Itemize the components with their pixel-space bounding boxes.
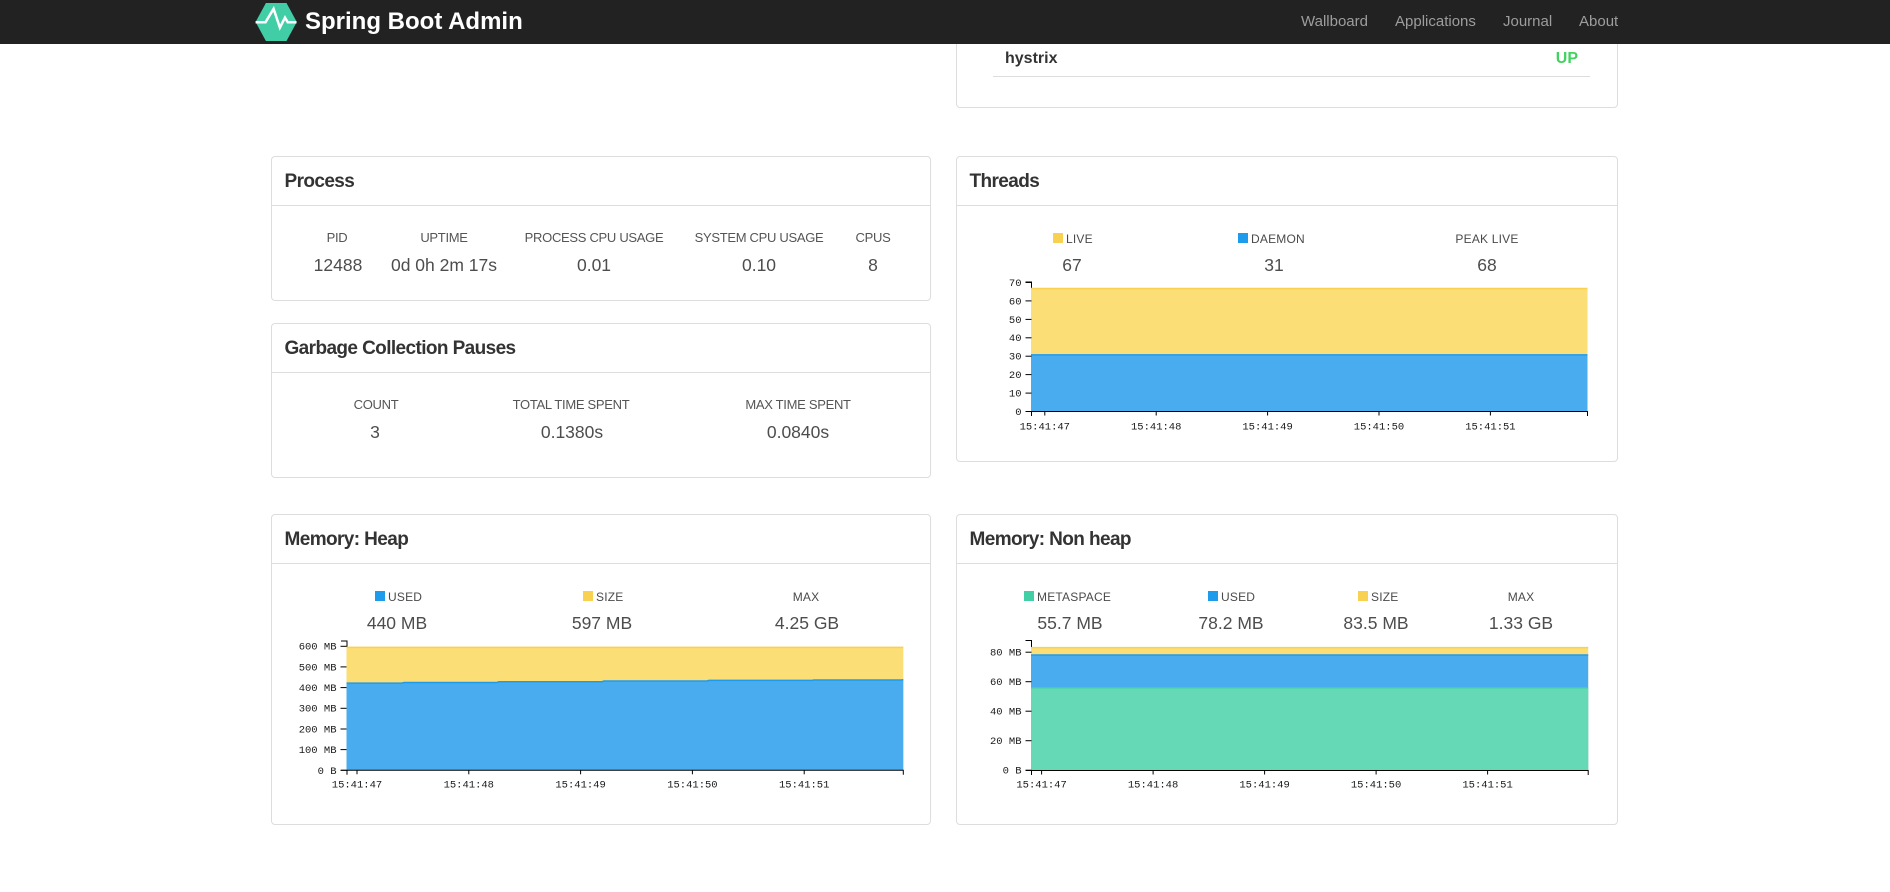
svg-text:0: 0 — [1015, 407, 1021, 419]
svg-text:15:41:47: 15:41:47 — [1016, 780, 1066, 792]
svg-text:20: 20 — [1009, 370, 1022, 382]
svg-text:300 MB: 300 MB — [299, 704, 337, 716]
svg-text:40 MB: 40 MB — [990, 707, 1022, 719]
svg-text:15:41:47: 15:41:47 — [332, 780, 382, 792]
svg-text:15:41:48: 15:41:48 — [444, 780, 494, 792]
svg-text:100 MB: 100 MB — [299, 745, 337, 757]
svg-text:15:41:49: 15:41:49 — [1239, 780, 1289, 792]
svg-text:50: 50 — [1009, 315, 1022, 327]
svg-text:15:41:51: 15:41:51 — [779, 780, 829, 792]
svg-text:15:41:48: 15:41:48 — [1131, 422, 1181, 434]
svg-text:60: 60 — [1009, 296, 1022, 308]
svg-text:70: 70 — [1009, 278, 1022, 290]
svg-text:20 MB: 20 MB — [990, 736, 1022, 748]
svg-text:15:41:48: 15:41:48 — [1128, 780, 1178, 792]
svg-text:15:41:51: 15:41:51 — [1465, 422, 1515, 434]
svg-text:60 MB: 60 MB — [990, 677, 1022, 689]
svg-text:15:41:50: 15:41:50 — [1351, 780, 1401, 792]
svg-text:15:41:49: 15:41:49 — [555, 780, 605, 792]
svg-text:200 MB: 200 MB — [299, 724, 337, 736]
svg-text:40: 40 — [1009, 333, 1022, 345]
svg-text:15:41:47: 15:41:47 — [1020, 422, 1070, 434]
svg-text:10: 10 — [1009, 389, 1022, 401]
svg-text:600 MB: 600 MB — [299, 642, 337, 654]
svg-text:15:41:50: 15:41:50 — [667, 780, 717, 792]
svg-text:15:41:50: 15:41:50 — [1354, 422, 1404, 434]
svg-text:400 MB: 400 MB — [299, 683, 337, 695]
svg-text:0 B: 0 B — [1003, 766, 1022, 778]
svg-text:30: 30 — [1009, 352, 1022, 364]
svg-text:0 B: 0 B — [318, 766, 337, 778]
svg-text:80 MB: 80 MB — [990, 648, 1022, 660]
svg-text:15:41:49: 15:41:49 — [1242, 422, 1292, 434]
svg-text:15:41:51: 15:41:51 — [1462, 780, 1512, 792]
svg-text:500 MB: 500 MB — [299, 662, 337, 674]
